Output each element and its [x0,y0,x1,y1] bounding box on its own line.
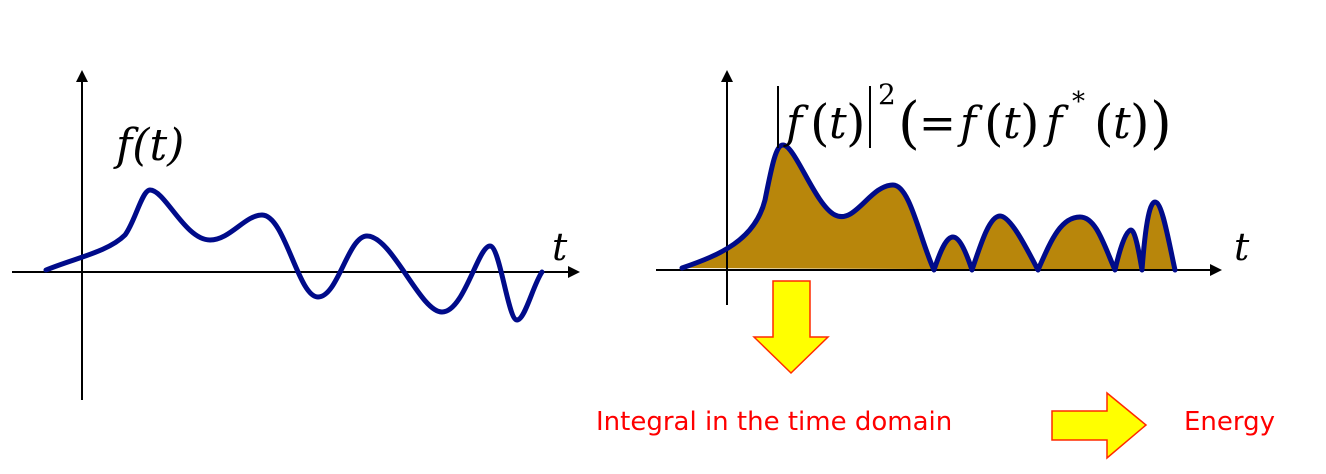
formula-f-2: f [957,98,983,149]
formula-paren-close-outer: ) [1150,91,1172,156]
formula-equals: = [919,98,956,149]
formula-f-1: f [783,98,809,149]
integral-caption: Integral in the time domain [596,407,953,437]
formula-f-3: f [1043,98,1069,149]
energy-curve [679,142,1178,273]
formula-paren-close-3: ) [1130,94,1150,152]
left-t-axis-label: t [552,225,568,269]
formula-paren-open-1: ( [810,94,830,152]
left-signal-curve [43,187,545,323]
formula-paren-close-1: ) [846,94,866,152]
down-arrow-icon [752,280,830,375]
left-function-label: f(t) [113,120,184,171]
formula-exponent: 2 [878,78,896,111]
formula-paren-open-outer: ( [898,91,920,156]
energy-formula: f ( t ) 2 ( = f ( t ) f * ( t ) ) [777,78,1172,156]
right-t-axis-label: t [1234,225,1250,269]
right-arrow-icon [1051,391,1148,460]
formula-t-1: t [829,98,847,149]
left-plot: f(t) t [12,70,580,400]
right-plot: f ( t ) 2 ( = f ( t ) f * ( t ) ) t [656,70,1250,305]
energy-caption: Energy [1184,407,1276,437]
formula-t-2: t [1003,98,1021,149]
formula-paren-open-3: ( [1094,94,1114,152]
formula-t-3: t [1113,98,1131,149]
formula-star: * [1072,87,1085,117]
formula-paren-open-2: ( [984,94,1004,152]
formula-paren-close-2: ) [1020,94,1040,152]
